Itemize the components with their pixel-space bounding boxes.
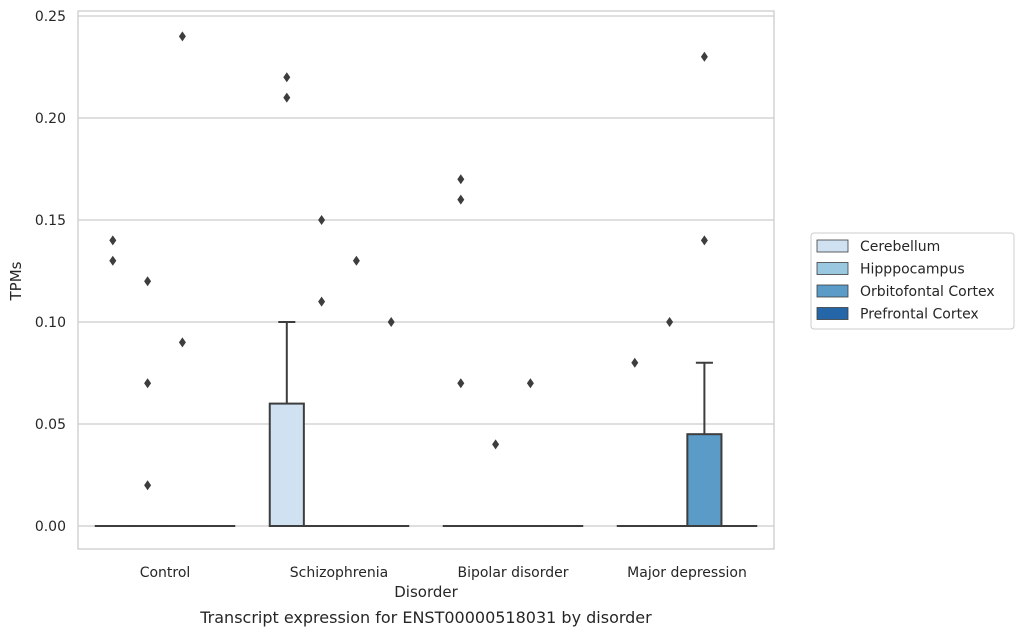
legend-label: Prefrontal Cortex [860,307,979,323]
outlier-point [318,296,326,307]
legend-entry: Cerebellum [816,239,940,255]
outlier-point [387,317,395,327]
legend-label: Cerebellum [860,239,940,255]
legend-swatch [816,284,849,298]
outlier-point [178,31,186,42]
y-tick-labels: 0.00 0.05 0.10 0.15 0.20 0.25 [35,9,66,535]
legend: Cerebellum Hipppocampus Orbitofontal Corte… [810,232,1015,330]
outlier-point [318,215,326,225]
outlier-points [109,31,708,491]
legend-swatch [816,262,849,275]
box-cerebellum [268,321,305,528]
legend-label: Hipppocampus [860,262,965,278]
legend-entry: Prefrontal Cortex [816,307,979,323]
outlier-point [457,378,465,389]
outlier-point [700,51,708,62]
outlier-point [144,378,152,389]
x-axis-label: Disorder [394,583,458,601]
legend-entries: Cerebellum Hipppocampus Orbitofontal Corte… [816,239,995,323]
plot-frame [77,10,775,550]
x-tick-label: Bipolar disorder [457,565,568,581]
outlier-point [666,317,674,327]
outlier-point [457,194,465,205]
y-tick-label: 0.25 [35,9,66,25]
legend-entry: Hipppocampus [816,262,965,278]
outlier-point [526,378,534,389]
chart-caption: Transcript expression for ENST0000051803… [199,608,652,627]
box-body [686,433,723,528]
y-tick-label: 0.10 [35,315,66,331]
legend-swatch [816,307,849,320]
outlier-point [283,92,291,103]
outlier-point [631,357,639,368]
x-tick-label: Major depression [627,565,747,581]
y-tick-label: 0.05 [35,417,66,433]
outlier-point [178,337,186,348]
y-axis-label: TPMs [7,261,25,301]
outlier-point [144,276,152,287]
legend-entry: Orbitofontal Cortex [816,284,995,300]
y-tick-label: 0.20 [35,111,66,127]
outlier-point [352,255,360,266]
outlier-point [144,480,152,491]
outlier-point [700,235,708,246]
outlier-point [109,255,117,266]
legend-frame [810,232,1015,330]
legend-swatch [816,239,849,253]
outlier-point [457,174,465,185]
x-tick-labels: Control Schizophrenia Bipolar disorder Majo… [140,565,747,581]
outlier-point [109,235,117,246]
box-orbitofontal-cortex [686,361,723,528]
y-tick-label: 0.00 [35,519,66,535]
box-body [268,402,305,528]
outlier-point [283,72,291,83]
legend-label: Orbitofontal Cortex [860,284,995,300]
outlier-point [492,439,500,450]
y-tick-label: 0.15 [35,213,66,229]
x-tick-label: Control [140,565,191,581]
boxes [94,321,758,528]
x-tick-label: Schizophrenia [290,565,388,581]
